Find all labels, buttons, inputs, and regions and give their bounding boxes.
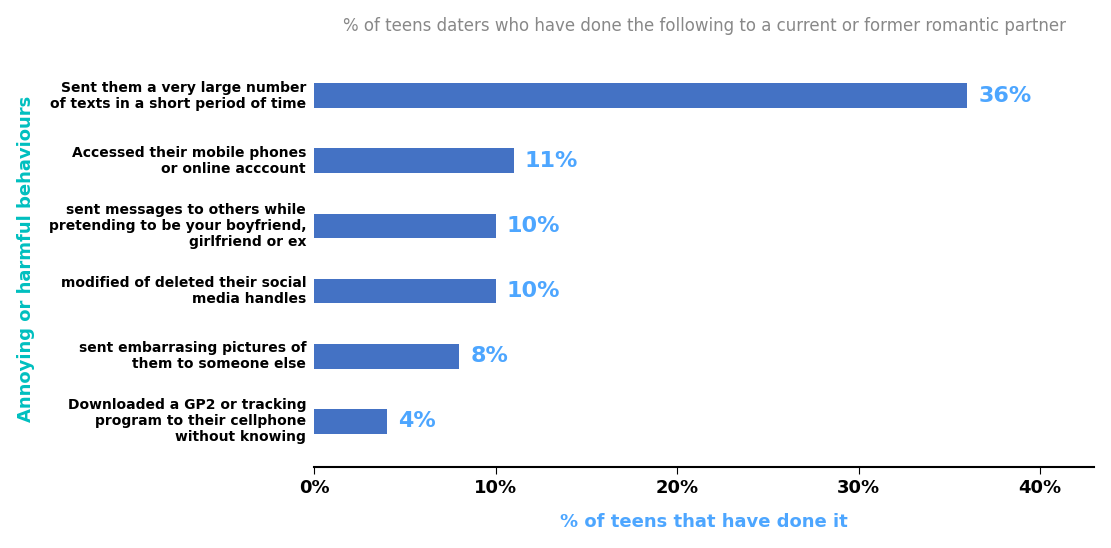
Y-axis label: Annoying or harmful behaviours: Annoying or harmful behaviours (17, 95, 34, 421)
Text: 4%: 4% (398, 412, 436, 431)
X-axis label: % of teens that have done it: % of teens that have done it (560, 513, 848, 532)
Text: 36%: 36% (979, 85, 1031, 106)
Bar (314, 149, 514, 173)
Bar (314, 83, 968, 108)
Bar (314, 214, 496, 238)
Text: 11%: 11% (524, 151, 578, 171)
Text: 10%: 10% (507, 216, 560, 236)
Text: 10%: 10% (507, 281, 560, 301)
Bar (314, 409, 387, 433)
Text: 8%: 8% (470, 346, 508, 366)
Title: % of teens daters who have done the following to a current or former romantic pa: % of teens daters who have done the foll… (343, 16, 1065, 35)
Bar (314, 279, 496, 304)
Bar (314, 344, 460, 369)
